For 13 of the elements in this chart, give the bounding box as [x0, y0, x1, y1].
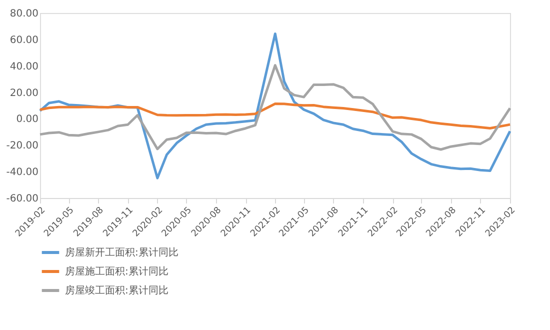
line-series: [38, 64, 512, 151]
y-tick-label: 40.00: [10, 61, 38, 72]
line-series: [38, 102, 512, 130]
y-tick-label: -60.00: [6, 194, 38, 204]
y-tick-label: 80.00: [10, 8, 38, 20]
y-tick-label: -40.00: [6, 167, 38, 178]
legend-label: 房屋竣工面积:累计同比: [65, 284, 168, 296]
y-tick-label: 0.00: [16, 114, 38, 126]
legend-label: 房屋施工面积:累计同比: [65, 266, 168, 278]
y-tick-label: 20.00: [10, 88, 38, 99]
y-tick-label: -20.00: [6, 140, 38, 152]
y-tick-label: 60.00: [10, 34, 38, 46]
legend-label: 房屋新开工面积:累计同比: [65, 246, 178, 258]
